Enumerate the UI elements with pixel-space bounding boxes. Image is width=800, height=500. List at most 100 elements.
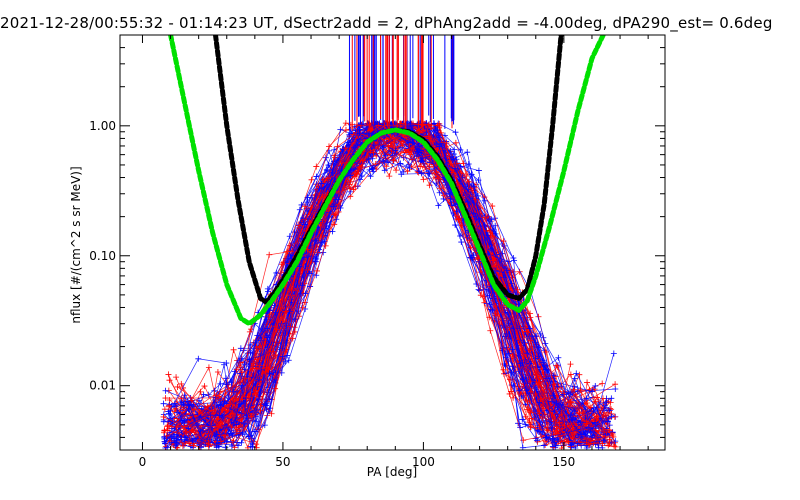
red-marker [342, 120, 349, 127]
red-marker [334, 143, 341, 150]
red-marker [252, 364, 259, 371]
red-marker [246, 394, 253, 401]
red-marker [522, 396, 529, 403]
blue-marker [451, 165, 458, 172]
blue-marker [559, 391, 566, 398]
blue-marker [185, 402, 192, 409]
red-marker [489, 257, 496, 264]
green-fit-curve [168, 35, 606, 327]
y-tick-label: 1.00 [89, 119, 116, 133]
red-marker [381, 122, 388, 129]
red-marker [299, 304, 306, 311]
blue-marker [247, 342, 254, 349]
blue-marker [329, 170, 336, 177]
blue-marker [418, 170, 425, 177]
red-marker [331, 211, 338, 218]
red-marker [179, 442, 186, 449]
red-marker [537, 396, 544, 403]
red-marker [174, 383, 181, 390]
blue-marker [350, 144, 357, 151]
red-marker [391, 139, 398, 146]
blue-marker [608, 413, 615, 420]
blue-marker [278, 369, 285, 376]
blue-marker [296, 206, 303, 213]
red-marker [603, 412, 610, 419]
red-marker [308, 176, 315, 183]
blue-marker [419, 155, 426, 162]
red-marker [542, 348, 549, 355]
blue-marker [400, 169, 407, 176]
red-marker [605, 442, 612, 449]
blue-marker [426, 171, 433, 178]
blue-marker [587, 428, 594, 435]
blue-marker [481, 197, 488, 204]
red-marker [262, 368, 269, 375]
blue-marker [385, 159, 391, 166]
blue-marker [347, 172, 354, 179]
red-marker [375, 122, 382, 129]
red-marker [514, 286, 521, 293]
red-marker [489, 203, 496, 210]
red-marker [583, 439, 590, 446]
blue-marker [522, 421, 529, 428]
blue-marker [601, 436, 608, 443]
red-marker [241, 375, 248, 382]
red-marker [487, 327, 494, 334]
blue-marker [171, 400, 178, 407]
blue-marker [508, 369, 515, 376]
blue-marker [582, 438, 589, 445]
red-marker [606, 440, 613, 447]
red-marker [289, 335, 296, 342]
blue-marker [397, 160, 404, 167]
red-marker [590, 440, 597, 447]
blue-marker [367, 173, 374, 180]
blue-marker [365, 156, 372, 163]
blue-marker [583, 445, 590, 450]
red-marker [233, 366, 240, 373]
red-marker [161, 406, 168, 413]
blue-marker [279, 353, 286, 360]
blue-marker [213, 431, 220, 438]
blue-marker [519, 416, 526, 423]
red-marker [283, 308, 290, 315]
red-marker [191, 406, 198, 413]
red-marker [273, 326, 280, 333]
blue-marker [272, 309, 279, 316]
blue-marker [464, 149, 471, 156]
red-marker [237, 364, 244, 371]
red-marker [594, 394, 601, 401]
red-marker [417, 163, 424, 170]
y-axis-label: nflux [#/(cm^2 s sr MeV)] [69, 166, 83, 323]
red-marker [523, 328, 530, 335]
blue-marker [181, 434, 188, 441]
red-marker [520, 437, 527, 444]
blue-marker [329, 228, 336, 235]
blue-marker [222, 444, 229, 450]
blue-marker [264, 325, 271, 332]
blue-marker [369, 166, 376, 173]
blue-marker [265, 288, 272, 295]
blue-marker [549, 443, 556, 450]
blue-marker [489, 307, 496, 314]
blue-marker [302, 221, 309, 228]
red-marker [165, 371, 172, 378]
x-tick-label: 100 [412, 455, 435, 469]
blue-marker [207, 412, 214, 419]
x-tick-label: 150 [552, 455, 575, 469]
red-marker [420, 176, 427, 183]
blue-marker [296, 263, 303, 270]
red-marker [425, 133, 432, 140]
red-marker [567, 399, 574, 406]
red-marker [609, 432, 616, 439]
blue-marker [381, 167, 388, 174]
red-marker [213, 392, 220, 399]
blue-marker [358, 173, 365, 180]
red-marker [352, 183, 359, 190]
red-marker [263, 364, 270, 371]
blue-marker [582, 415, 589, 422]
blue-marker [585, 424, 592, 431]
blue-marker [216, 412, 223, 419]
blue-marker [238, 439, 245, 446]
blue-marker [475, 177, 482, 184]
blue-marker [318, 180, 325, 187]
